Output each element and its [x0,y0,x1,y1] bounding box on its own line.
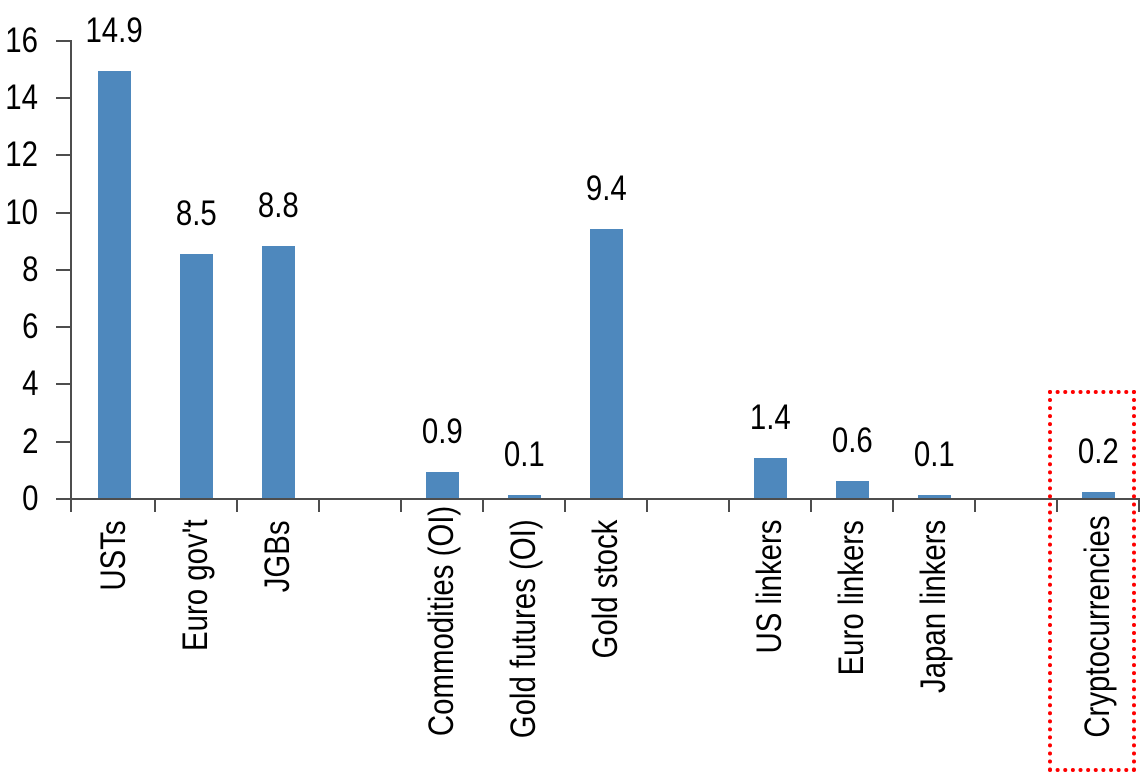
bar-euro-gov-t [180,254,213,498]
x-tick-3 [318,500,320,512]
category-label-gold-stock: Gold stock [586,520,625,780]
y-tick-0 [56,498,70,500]
value-label-text: 0.6 [831,421,873,460]
category-label-usts: USTs [94,520,133,780]
category-label-us-linkers: US linkers [750,520,789,780]
y-tick-label-text: 8 [21,250,38,289]
category-label-commodities-oi: Commodities (OI) [422,506,461,780]
y-tick-label-6: 6 [0,309,38,345]
value-label-text: 0.2 [1077,432,1119,471]
category-label-text: US linkers [750,520,789,654]
value-label-text: 9.4 [585,169,627,208]
value-label-jgbs: 8.8 [218,188,338,224]
y-tick-label-text: 0 [21,479,38,518]
category-label-japan-linkers: Japan linkers [914,520,953,780]
bar-euro-linkers [836,481,869,498]
x-tick-6 [564,500,566,512]
category-label-text: USTs [94,520,133,591]
bar-gold-futures-oi [508,495,541,498]
cryptocurrencies-highlight-box [1048,390,1136,772]
value-label-euro-linkers: 0.6 [792,423,912,459]
y-tick-12 [56,154,70,156]
y-tick-10 [56,212,70,214]
y-tick-label-text: 2 [21,422,38,461]
bar-usts [98,71,131,498]
x-tick-10 [892,500,894,512]
bar-jgbs [262,246,295,498]
y-tick-label-text: 16 [5,21,38,60]
value-label-gold-stock: 9.4 [546,171,666,207]
category-label-gold-futures-oi: Gold futures (OI) [504,519,543,780]
y-tick-label-10: 10 [0,195,38,231]
x-tick-7 [646,500,648,512]
category-label-euro-gov-t: Euro gov't [176,520,215,780]
x-tick-4 [400,500,402,512]
y-tick-label-2: 2 [0,424,38,460]
bar-cryptocurrencies [1082,492,1115,498]
value-label-us-linkers: 1.4 [710,400,830,436]
category-label-text: Gold futures (OI) [504,519,543,739]
x-tick-2 [236,500,238,512]
y-tick-label-14: 14 [0,80,38,116]
y-tick-6 [56,326,70,328]
x-tick-8 [728,500,730,512]
x-tick-5 [482,500,484,512]
y-tick-label-text: 6 [21,307,38,346]
category-label-text: Commodities (OI) [422,505,461,737]
category-label-text: JGBs [258,520,297,592]
x-tick-12 [1056,500,1058,512]
value-label-commodities-oi: 0.9 [382,414,502,450]
value-label-text: 0.9 [421,412,463,451]
bar-gold-stock [590,229,623,498]
x-axis-line [70,498,1140,500]
y-tick-2 [56,441,70,443]
value-label-text: 8.8 [257,186,299,225]
y-tick-label-16: 16 [0,23,38,59]
y-tick-label-text: 10 [5,193,38,232]
category-label-jgbs: JGBs [258,520,297,780]
value-label-gold-futures-oi: 0.1 [464,437,584,473]
y-tick-8 [56,269,70,271]
category-label-text: Gold stock [586,520,625,659]
y-tick-label-4: 4 [0,366,38,402]
y-tick-14 [56,97,70,99]
y-tick-label-text: 12 [5,135,38,174]
y-tick-label-text: 14 [5,78,38,117]
value-label-text: 0.1 [913,435,955,474]
y-tick-label-12: 12 [0,137,38,173]
y-axis-line [70,40,72,512]
value-label-text: 1.4 [749,398,791,437]
value-label-usts: 14.9 [54,13,174,49]
value-label-text: 14.9 [85,11,143,50]
y-tick-label-text: 4 [21,364,38,403]
category-label-euro-linkers: Euro linkers [832,520,871,780]
value-label-text: 8.5 [175,194,217,233]
bar-commodities-oi [426,472,459,498]
y-tick-4 [56,383,70,385]
x-tick-13 [1138,500,1140,512]
bar-us-linkers [754,458,787,498]
value-label-japan-linkers: 0.1 [874,437,994,473]
category-label-text: Euro gov't [176,520,215,652]
y-tick-16 [56,40,70,42]
y-tick-label-8: 8 [0,252,38,288]
value-label-text: 0.1 [503,435,545,474]
y-tick-label-0: 0 [0,481,38,517]
value-label-euro-gov-t: 8.5 [136,196,256,232]
x-tick-0 [70,500,72,512]
bar-japan-linkers [918,495,951,498]
x-tick-11 [974,500,976,512]
category-label-text: Japan linkers [914,520,953,694]
value-label-cryptocurrencies: 0.2 [1038,434,1146,470]
x-tick-1 [154,500,156,512]
x-tick-9 [810,500,812,512]
category-label-text: Euro linkers [832,520,871,676]
